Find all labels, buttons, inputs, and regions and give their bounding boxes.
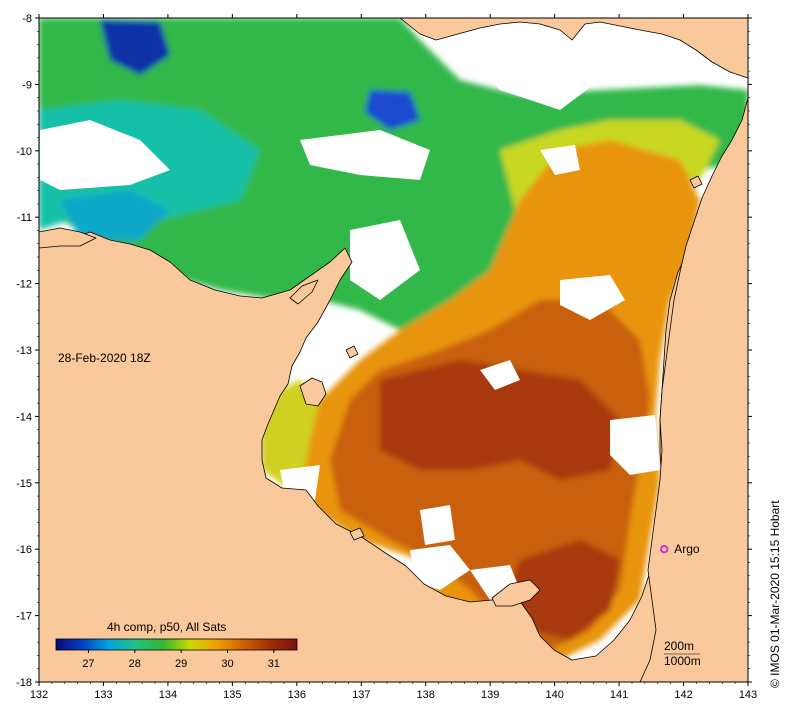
argo-label: Argo [674, 542, 700, 556]
colorbar-tick-label: 28 [129, 658, 141, 670]
x-tick-label: 139 [481, 689, 499, 701]
x-tick-label: 135 [223, 689, 241, 701]
sst-zone-teal [60, 190, 170, 240]
sst-zone-red-core [380, 360, 620, 480]
x-axis-ticks: 132 133 134 135 136 137 138 139 140 141 142 143 [30, 14, 757, 701]
y-axis-ticks: -8 -9 -10 -11 -12 -13 -14 -15 -16 -17 -18 [16, 13, 752, 689]
land-tiwi-islands [39, 227, 97, 249]
land [39, 18, 748, 682]
y-tick-label: -16 [16, 544, 32, 556]
land-islet-2 [349, 527, 365, 541]
x-tick-label: 133 [94, 689, 112, 701]
y-tick-label: -10 [16, 146, 32, 158]
colorbar-tick-label: 30 [221, 658, 233, 670]
sst-zone-red-south [505, 540, 620, 640]
argo-marker [660, 545, 669, 554]
land-new-guinea [399, 18, 748, 79]
depth-label-200m: 200m [664, 639, 694, 653]
y-tick-label: -18 [16, 677, 32, 689]
land-wessel-islands [289, 279, 319, 305]
imos-credit: © IMOS 01-Mar-2020 15:15 Hobart [768, 500, 782, 688]
x-tick-label: 143 [739, 689, 757, 701]
colorbar-tick-label: 29 [175, 658, 187, 670]
date-label: 28-Feb-2020 18Z [58, 351, 151, 365]
land-mornington-island [491, 579, 541, 607]
depth-label-1000m: 1000m [664, 654, 701, 668]
colorbar-title: 4h comp, p50, All Sats [107, 620, 226, 634]
y-tick-label: -17 [16, 611, 32, 623]
colorbar-tick-label: 27 [82, 658, 94, 670]
argo-markers: Argo [660, 542, 700, 556]
land-cape-york-peninsula [639, 97, 748, 682]
colorbar-ticks: 27 28 29 30 31 [82, 650, 280, 670]
cloud-gaps [40, 18, 660, 600]
y-tick-label: -15 [16, 478, 32, 490]
land-islet-1 [345, 345, 359, 359]
y-tick-label: -11 [17, 212, 32, 224]
x-tick-label: 132 [30, 689, 48, 701]
colorbar-tick-label: 31 [268, 658, 280, 670]
x-tick-label: 138 [417, 689, 435, 701]
land-northern-territory [39, 139, 748, 682]
y-tick-label: -8 [22, 13, 32, 25]
y-tick-label: -9 [22, 79, 32, 91]
x-tick-label: 141 [610, 689, 628, 701]
land-groote-eylandt [299, 377, 327, 407]
x-tick-label: 134 [159, 689, 177, 701]
y-tick-label: -13 [16, 345, 32, 357]
sst-zone-blue-patch [365, 90, 420, 130]
x-tick-label: 137 [352, 689, 370, 701]
x-tick-label: 140 [545, 689, 563, 701]
x-tick-label: 142 [674, 689, 692, 701]
colorbar [55, 638, 298, 651]
y-tick-label: -12 [16, 279, 32, 291]
land-islet-3 [689, 175, 703, 189]
x-tick-label: 136 [288, 689, 306, 701]
sst-zone-deep-blue [100, 20, 170, 75]
y-tick-label: -14 [16, 411, 32, 423]
